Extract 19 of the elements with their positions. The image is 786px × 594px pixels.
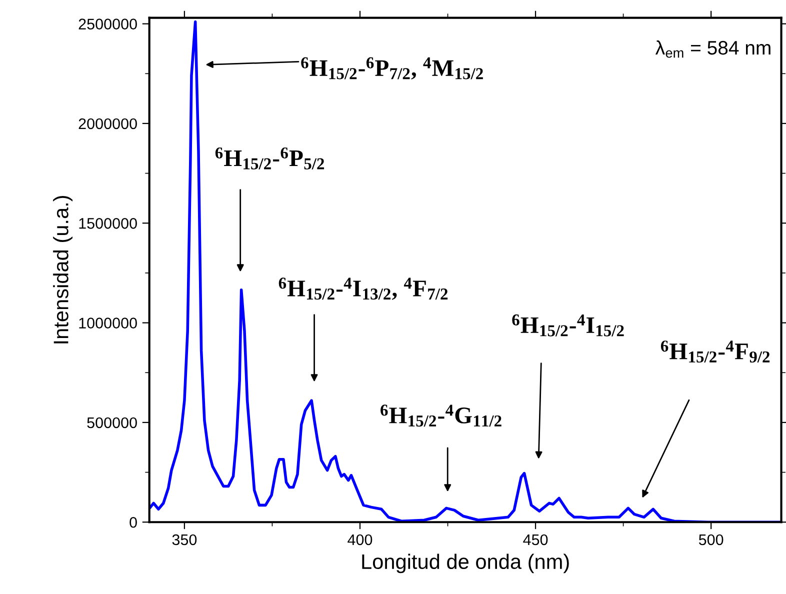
- text: $^{6}$H$_{15/2}$-$^{6}$P$_{7/2}$, $^{4}$M$_{15/2}$: [301, 57, 483, 80]
- y-tick-label: 1500000: [79, 218, 137, 229]
- annotation: $^{6}$H$_{15/2}$-$^{4}$I$_{15/2}$: [512, 314, 624, 336]
- annotation: $^{6}$H$_{15/2}$-$^{4}$G$_{11/2}$: [380, 404, 502, 427]
- annotation: $^{6}$H$_{15/2}$-$^{4}$F$_{9/2}$: [660, 340, 770, 363]
- x-axis-title: Longitud de onda (nm): [362, 554, 569, 574]
- y-tick-label: 2000000: [78, 118, 137, 130]
- annotation: λ$_{em}$ = 584 nm: [655, 40, 770, 58]
- annotation: $^{6}$H$_{15/2}$-$^{6}$P$_{5/2}$: [215, 147, 324, 170]
- text: $^{6}$H$_{15/2}$-$^{4}$I$_{13/2}$, $^{4}$F$_{7/2}$: [278, 278, 448, 300]
- y-tick-label: 500000: [87, 417, 137, 428]
- x-tick-label: 500: [698, 534, 724, 546]
- x-tick-label: 400: [348, 534, 372, 546]
- y-axis-title: Intensidad (u.a.): [53, 196, 72, 344]
- x-tick-label: 350: [172, 534, 197, 546]
- x-tick-label: 450: [523, 534, 548, 546]
- y-tick-label: 0: [130, 516, 137, 528]
- y-tick-label: 1000000: [79, 318, 137, 328]
- y-tick-label: 2500000: [78, 18, 137, 30]
